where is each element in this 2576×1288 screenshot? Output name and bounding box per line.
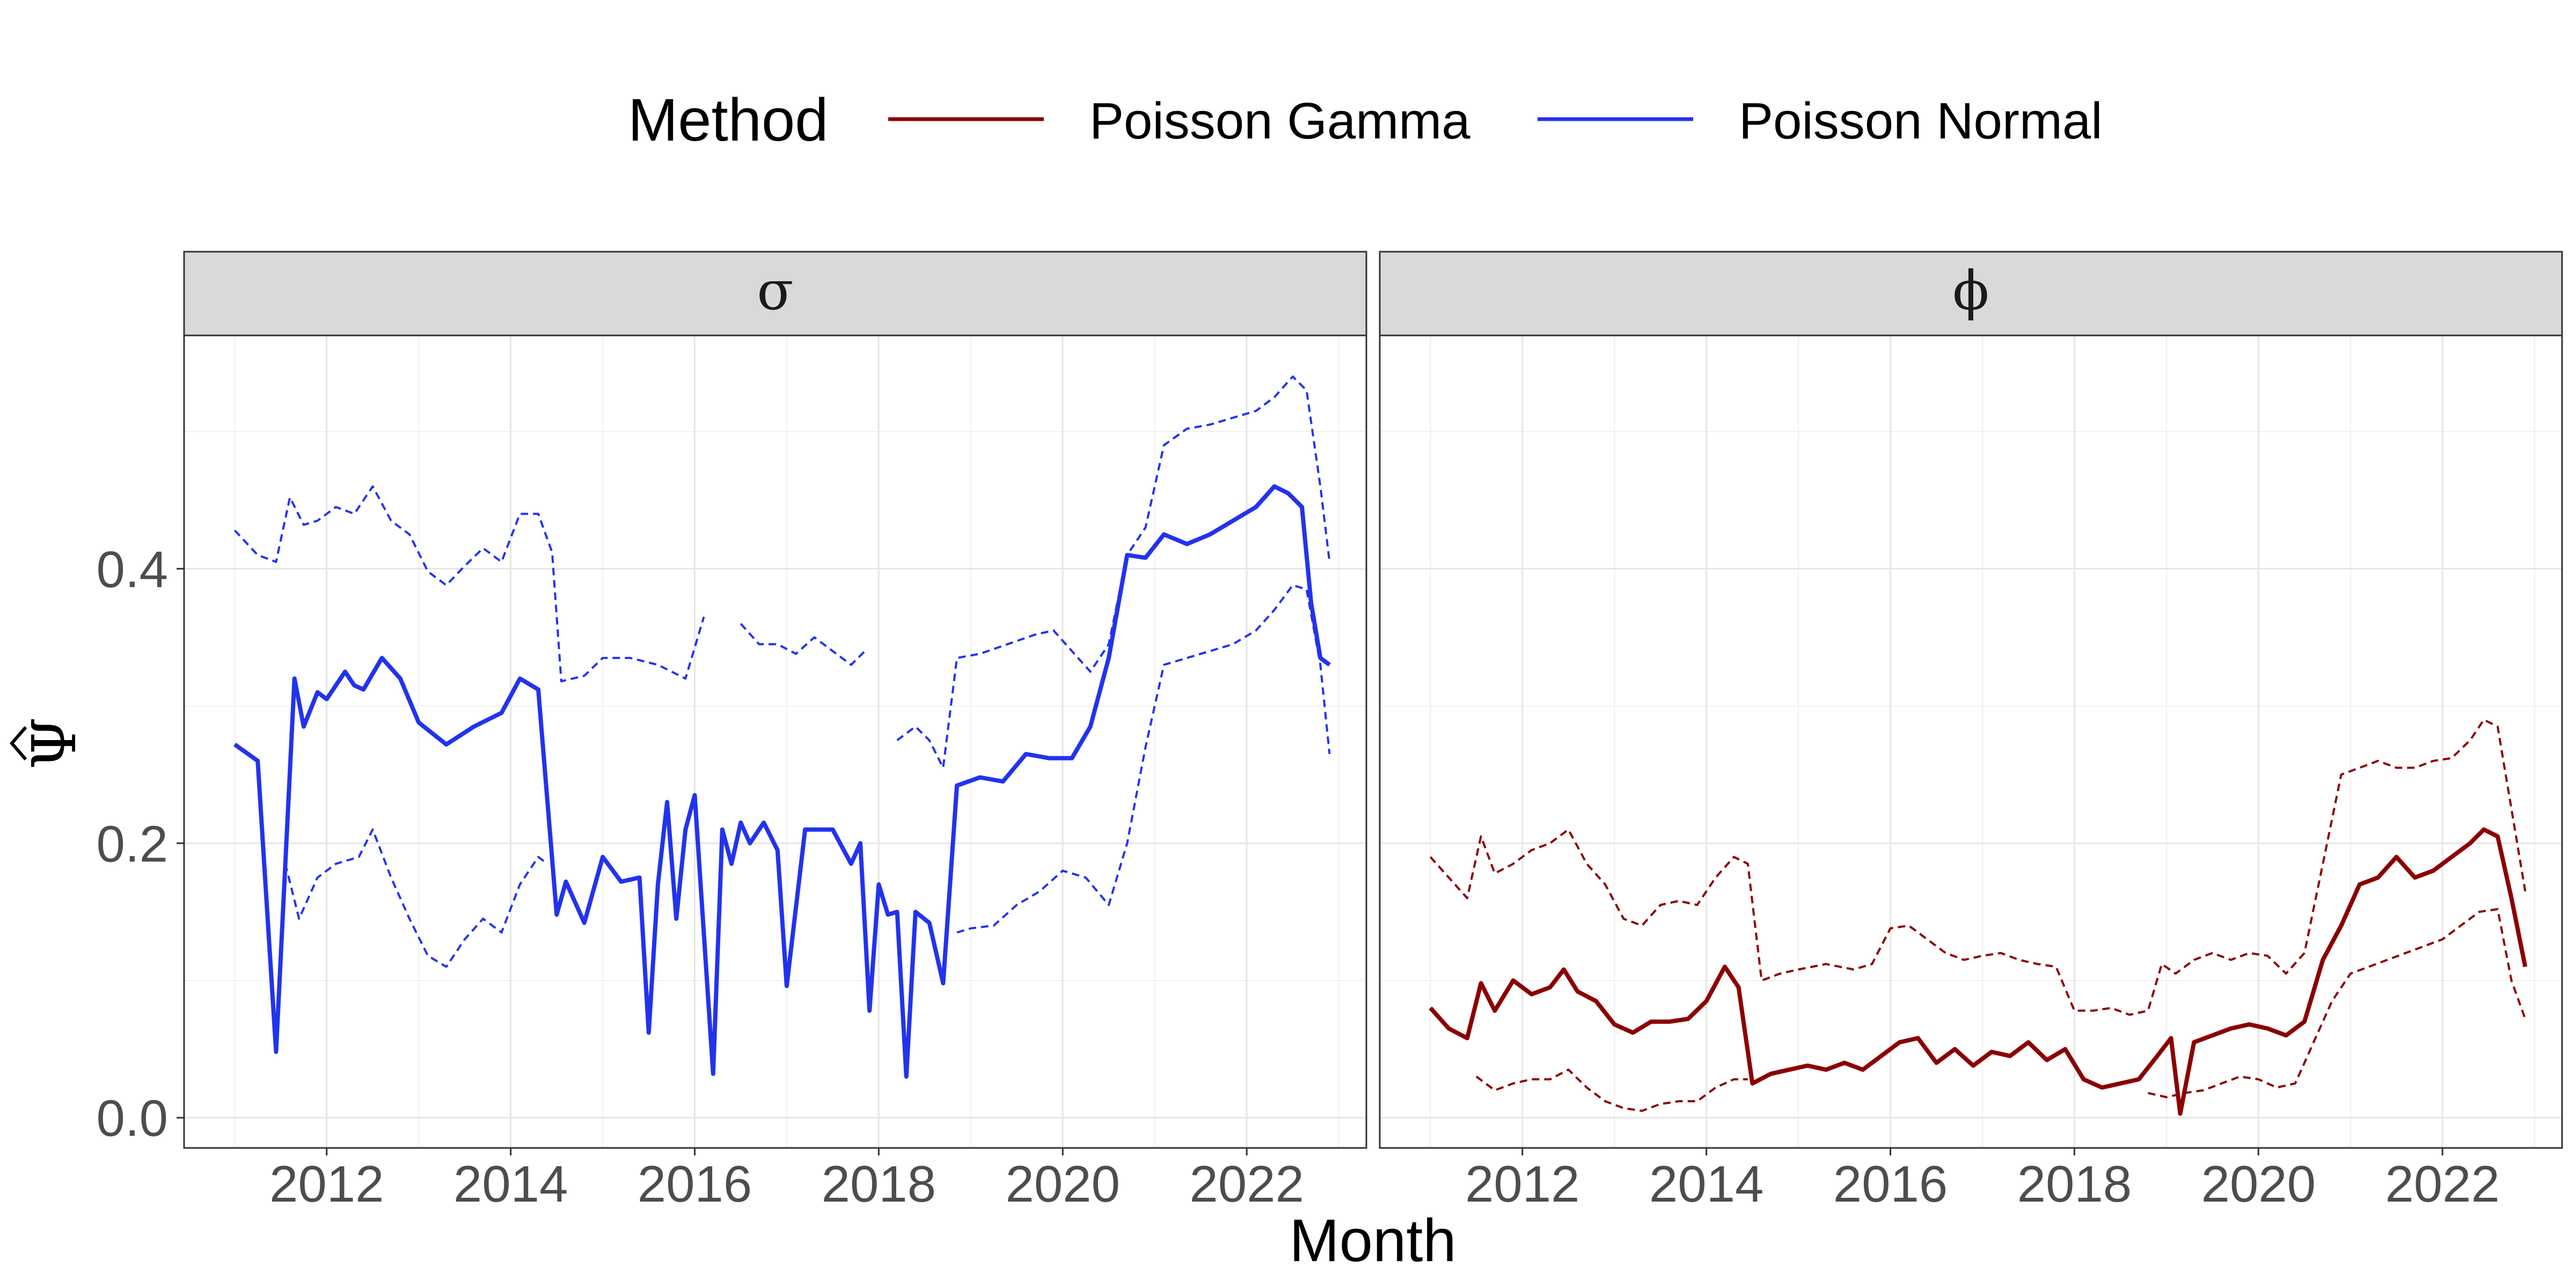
- x-tick-label: 2012: [1465, 1155, 1580, 1213]
- y-tick-label: 0.0: [97, 1090, 168, 1147]
- x-tick-label: 2016: [638, 1155, 752, 1213]
- x-tick-label: 2016: [1833, 1155, 1948, 1213]
- legend-label-poisson-normal: Poisson Normal: [1739, 92, 2103, 150]
- y-axis: 0.0 0.2 0.4: [97, 541, 184, 1147]
- panel-sigma: σ: [183, 251, 1367, 1149]
- upper-ci-line: [233, 375, 1331, 769]
- x-tick-label: 2020: [2201, 1155, 2316, 1213]
- strip-label-sigma: σ: [757, 259, 793, 322]
- strip-label-phi: ϕ: [1952, 259, 1989, 322]
- grid-phi: [1380, 335, 2562, 1148]
- x-axis: 2012 2014 2016 2018 2020 2022 2012 2014 2016 2018…: [269, 1148, 2500, 1213]
- legend-title: Method: [628, 86, 829, 153]
- y-tick-label: 0.2: [97, 815, 168, 873]
- x-tick-label: 2022: [1189, 1155, 1304, 1213]
- y-tick-label: 0.4: [97, 541, 168, 598]
- x-tick-label: 2014: [1649, 1155, 1764, 1213]
- grid-sigma: [184, 335, 1366, 1148]
- strip-sigma: [183, 251, 1367, 336]
- lower-ci-line: [284, 584, 1331, 968]
- upper-ci-line: [1429, 719, 2527, 1016]
- x-tick-label: 2018: [822, 1155, 936, 1213]
- x-tick-label: 2014: [453, 1155, 568, 1213]
- lower-ci-line: [1475, 908, 2527, 1112]
- y-axis-title: Ψ: [10, 717, 90, 770]
- x-tick-label: 2022: [2385, 1155, 2500, 1213]
- y-axis-title-hat: [10, 726, 27, 760]
- legend-label-poisson-gamma: Poisson Gamma: [1089, 92, 1470, 150]
- series-phi: [1429, 719, 2528, 1116]
- series-sigma: [233, 375, 1331, 1079]
- y-axis-title-psi: Ψ: [20, 717, 90, 770]
- panel-border-sigma: [183, 334, 1367, 1149]
- panel-phi: ϕ: [1379, 251, 2563, 1149]
- estimate-line: [1429, 827, 2528, 1116]
- panel-border-phi: [1379, 334, 2563, 1149]
- estimate-line: [233, 484, 1331, 1079]
- x-tick-label: 2012: [269, 1155, 384, 1213]
- legend: Method Poisson Gamma Poisson Normal: [628, 86, 2103, 153]
- x-tick-label: 2018: [2017, 1155, 2132, 1213]
- x-tick-label: 2020: [1005, 1155, 1120, 1213]
- x-axis-title: Month: [1289, 1207, 1456, 1274]
